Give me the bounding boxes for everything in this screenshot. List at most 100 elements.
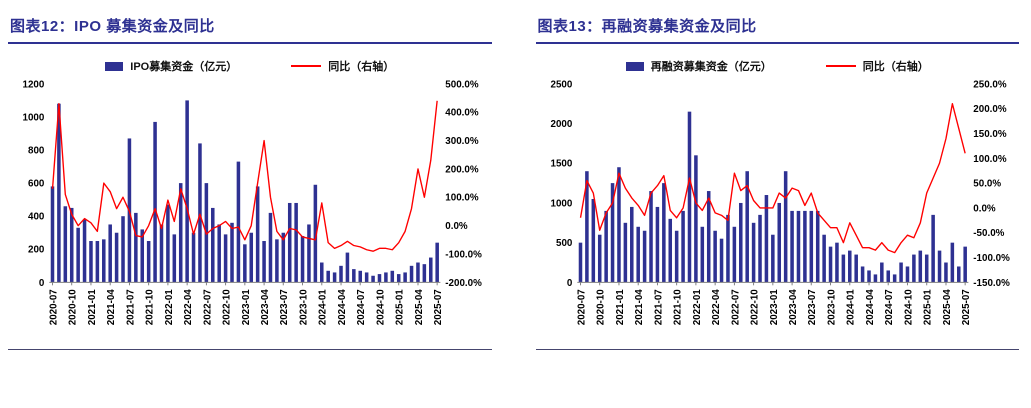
bar bbox=[76, 227, 80, 283]
right-axis-tick-label: 200.0% bbox=[973, 104, 1007, 115]
bar bbox=[352, 269, 356, 283]
bar bbox=[905, 266, 909, 283]
bar bbox=[339, 265, 343, 283]
x-axis-tick-label: 2023-10 bbox=[826, 289, 837, 326]
x-axis-tick-label: 2023-04 bbox=[788, 289, 799, 326]
combo-chart-ipo: 0 200 400 600 800 1000 1200 -200.0% -100.0% 0.0% 1… bbox=[8, 76, 492, 347]
left-axis-tick-label: 2500 bbox=[550, 79, 572, 90]
bar bbox=[597, 234, 601, 283]
bar-series bbox=[50, 100, 439, 283]
bar bbox=[642, 230, 646, 283]
x-axis-tick-label: 2024-07 bbox=[356, 289, 367, 326]
bar bbox=[616, 167, 621, 283]
legend-item-bar: IPO募集资金（亿元） bbox=[105, 58, 237, 74]
bar bbox=[706, 191, 710, 283]
bar bbox=[146, 241, 151, 283]
bar bbox=[924, 254, 928, 283]
legend-item-line: 同比（右轴） bbox=[291, 58, 394, 74]
bar bbox=[236, 161, 241, 283]
bar bbox=[287, 202, 292, 283]
combo-chart-refinancing: 0 500 1000 1500 2000 2500 -150.0% -100.0% -50.0%… bbox=[536, 76, 1020, 347]
x-axis-tick-label: 2021-10 bbox=[145, 289, 156, 326]
bar bbox=[390, 270, 395, 283]
bar-series-swatch-icon bbox=[105, 61, 124, 71]
bar bbox=[648, 191, 653, 283]
bar bbox=[134, 212, 138, 283]
chart-svg: 0 200 400 600 800 1000 1200 -200.0% -100.0% 0.0% 1… bbox=[23, 79, 483, 326]
bar bbox=[578, 242, 582, 283]
panel-bottom-rule bbox=[535, 349, 1019, 351]
bar bbox=[371, 275, 375, 283]
right-axis-tick-label: 0.0% bbox=[973, 203, 996, 214]
bar bbox=[198, 143, 202, 283]
bar bbox=[635, 226, 640, 283]
chart-legend: IPO募集资金（亿元） 同比（右轴） bbox=[8, 44, 492, 76]
bar bbox=[384, 272, 388, 283]
bar bbox=[802, 210, 807, 283]
bar-series bbox=[578, 111, 967, 283]
right-axis-tick-label: 150.0% bbox=[973, 129, 1007, 140]
legend-item-bar: 再融资募集资金（亿元） bbox=[625, 58, 772, 74]
bar bbox=[178, 183, 183, 283]
bar bbox=[313, 184, 318, 283]
bar bbox=[409, 265, 414, 283]
x-axis-tick-label: 2025-04 bbox=[941, 289, 952, 326]
bar bbox=[853, 254, 858, 283]
bar bbox=[268, 212, 273, 283]
title-underline bbox=[8, 42, 492, 44]
left-axis-tick-label: 800 bbox=[28, 145, 45, 156]
x-axis-tick-label: 2021-04 bbox=[106, 289, 117, 326]
title-underline bbox=[535, 42, 1019, 44]
left-axis-tick-label: 0 bbox=[39, 278, 45, 289]
bar bbox=[95, 241, 100, 283]
bar bbox=[435, 242, 439, 283]
bar bbox=[211, 207, 215, 283]
panel-bottom-rule bbox=[8, 349, 492, 351]
bar bbox=[403, 272, 407, 283]
x-axis-tick-label: 2022-10 bbox=[222, 289, 233, 326]
bar bbox=[744, 171, 749, 283]
chart-svg: 0 500 1000 1500 2000 2500 -150.0% -100.0% -50.0%… bbox=[550, 79, 1010, 326]
bar bbox=[815, 210, 819, 283]
bar bbox=[429, 257, 433, 283]
bar bbox=[57, 103, 61, 283]
x-axis-tick-label: 2024-04 bbox=[337, 289, 348, 326]
right-axis-tick-label: 500.0% bbox=[445, 79, 479, 90]
x-axis-tick-label: 2025-07 bbox=[433, 289, 444, 326]
bar bbox=[873, 274, 877, 283]
bar bbox=[345, 252, 350, 283]
bar bbox=[892, 274, 896, 283]
line-series-label: 同比（右轴） bbox=[328, 61, 395, 73]
bar bbox=[307, 224, 311, 283]
bar bbox=[950, 242, 954, 283]
bar bbox=[834, 242, 839, 283]
bar bbox=[172, 234, 177, 283]
x-axis-tick-label: 2021-01 bbox=[87, 289, 98, 326]
x-axis-tick-label: 2024-10 bbox=[903, 289, 914, 326]
bar bbox=[50, 186, 55, 283]
right-axis-tick-label: -150.0% bbox=[973, 278, 1010, 289]
bar bbox=[956, 266, 961, 283]
chart-title: 图表12：IPO 募集资金及同比 bbox=[10, 18, 215, 35]
line-series-swatch-icon bbox=[291, 65, 322, 67]
left-axis-tick-label: 0 bbox=[566, 278, 572, 289]
bar bbox=[230, 222, 234, 283]
x-axis-tick-label: 2025-04 bbox=[414, 289, 425, 326]
bar bbox=[108, 224, 112, 283]
bar bbox=[719, 238, 723, 283]
bar bbox=[121, 216, 125, 283]
bar bbox=[700, 226, 704, 283]
right-axis-tick-label: -200.0% bbox=[445, 278, 482, 289]
left-axis-tick-label: 1000 bbox=[23, 112, 45, 123]
chart-title: 图表13：再融资募集资金及同比 bbox=[537, 18, 757, 35]
bar bbox=[930, 214, 935, 283]
x-axis-tick-label: 2023-07 bbox=[807, 289, 818, 326]
right-axis-tick-label: -100.0% bbox=[973, 253, 1010, 264]
bar bbox=[738, 202, 743, 283]
x-axis-tick-label: 2022-04 bbox=[183, 289, 194, 326]
left-axis-tick-label: 2000 bbox=[550, 119, 572, 130]
bar bbox=[377, 274, 382, 283]
bar bbox=[69, 207, 74, 283]
bar bbox=[159, 224, 164, 283]
bar bbox=[732, 226, 736, 283]
